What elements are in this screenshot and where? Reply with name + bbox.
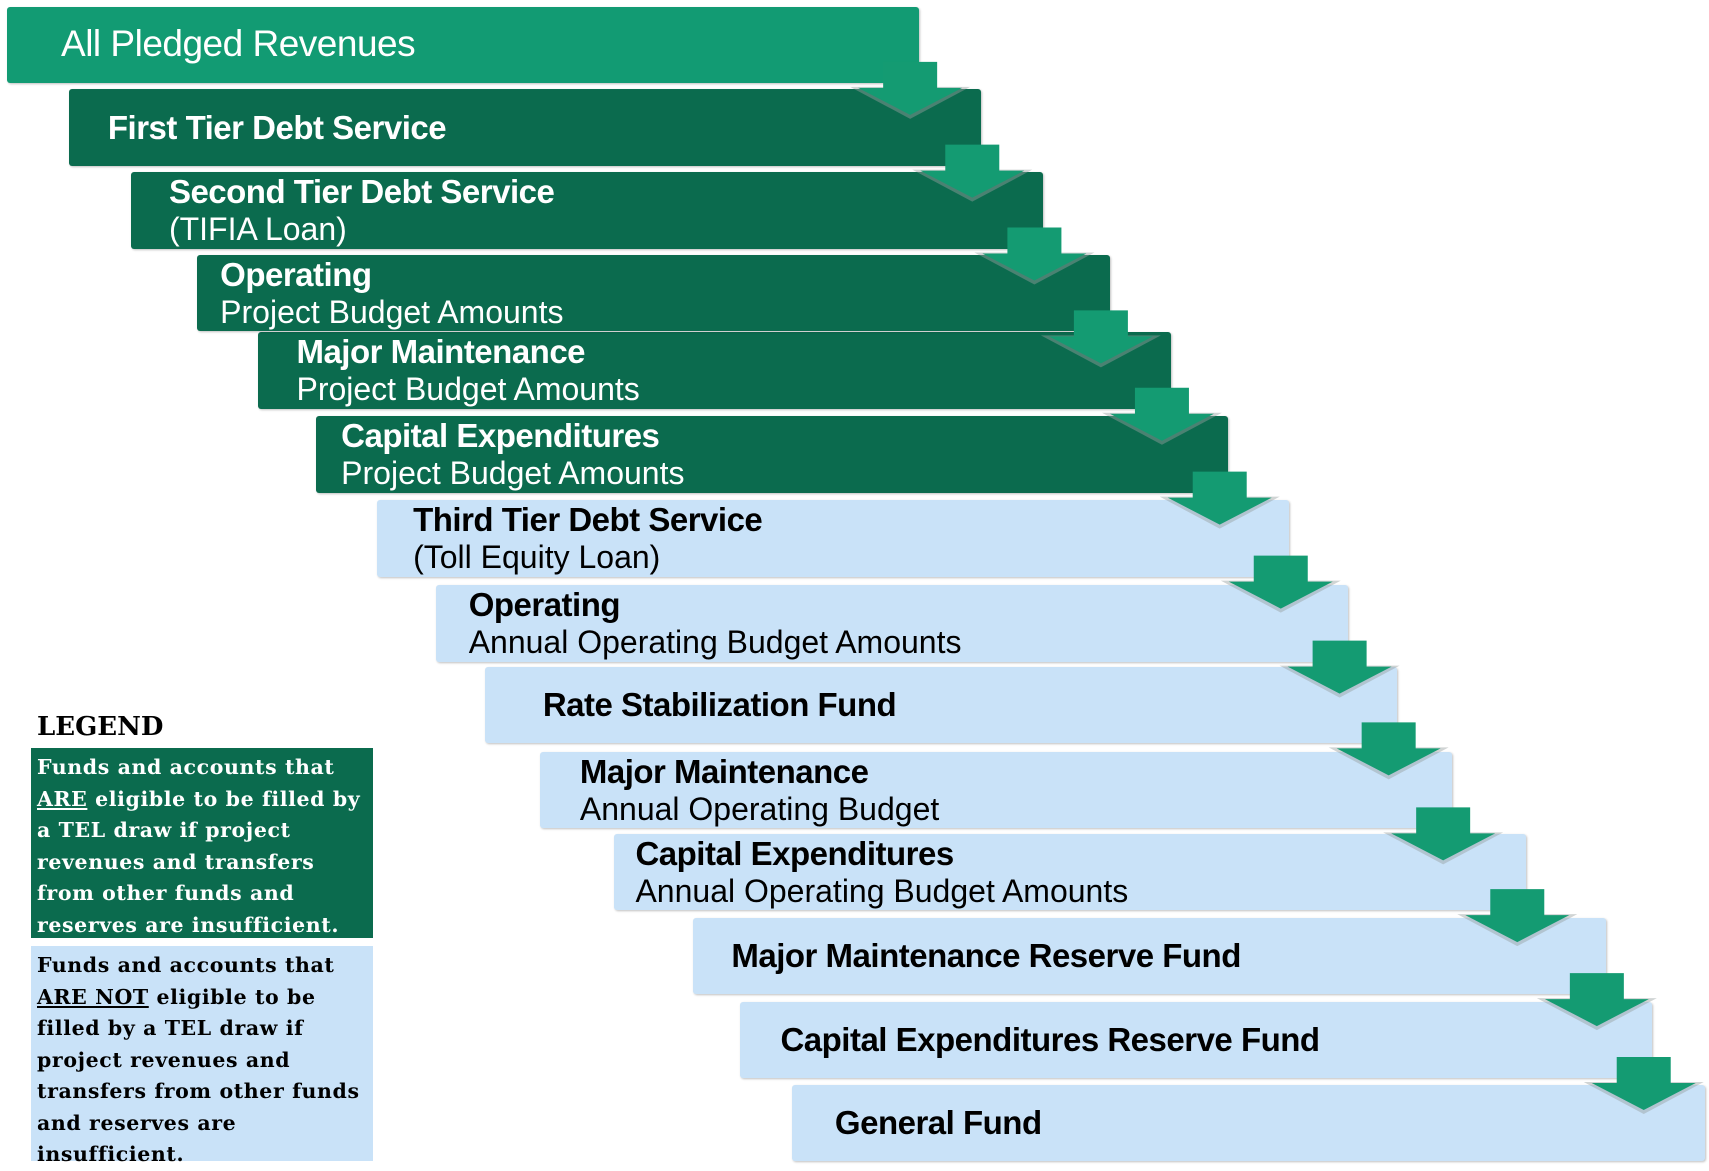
arrow <box>1336 722 1441 776</box>
arrow <box>858 61 963 115</box>
arrow <box>920 144 1025 198</box>
step-title: Major Maintenance Reserve Fund <box>731 936 1241 974</box>
arrow <box>1228 555 1333 609</box>
step-subtitle: (TIFIA Loan) <box>168 210 347 247</box>
legend-emphasis: ARE NOT <box>37 984 149 1009</box>
step-box: General Fund <box>792 1084 1705 1161</box>
step-box: Major Maintenance Project Budget Amounts <box>258 332 1171 409</box>
step-title: Operating <box>220 255 372 293</box>
step-title: Third Tier Debt Service <box>413 501 763 539</box>
step-box: Operating Project Budget Amounts <box>197 255 1110 332</box>
legend-text: eligible to be filled by a TEL draw if p… <box>37 786 361 937</box>
step-subtitle: Annual Operating Budget <box>579 790 940 827</box>
legend-text: eligible to be filled by a TEL draw if p… <box>37 984 360 1167</box>
step-box: All Pledged Revenues <box>6 6 919 83</box>
arrow <box>1109 387 1214 441</box>
step-subtitle: Project Budget Amounts <box>220 293 564 330</box>
legend-item: Funds and accounts that ARE eligible to … <box>31 748 373 938</box>
step-subtitle: (Toll Equity Loan) <box>413 539 661 576</box>
legend-item: Funds and accounts that ARE NOT eligible… <box>31 946 373 1166</box>
step-box: Major Maintenance Reserve Fund <box>693 917 1606 995</box>
step-title: Operating <box>468 586 621 624</box>
step-box: First Tier Debt Service <box>68 89 981 166</box>
arrow <box>1391 807 1496 861</box>
step-box: Capital Expenditures Reserve Fund <box>740 1001 1653 1078</box>
step-box: Operating Annual Operating Budget Amounts <box>436 585 1349 662</box>
step-box: Third Tier Debt Service (Toll Equity Loan… <box>377 500 1290 577</box>
step-title: Capital Expenditures <box>341 417 660 455</box>
step-title: Second Tier Debt Service <box>168 173 555 210</box>
arrow <box>1591 1057 1696 1111</box>
step-title: Capital Expenditures <box>635 834 954 872</box>
step-title: First Tier Debt Service <box>107 108 447 146</box>
legend-title: LEGEND <box>37 712 164 742</box>
step-box: Second Tier Debt Service (TIFIA Loan) <box>130 172 1044 249</box>
legend-text: Funds and accounts that <box>37 953 335 977</box>
step-title: General Fund <box>834 1103 1042 1141</box>
step-title: Rate Stabilization Fund <box>542 686 897 724</box>
arrow <box>1465 889 1570 943</box>
arrow <box>1544 973 1649 1027</box>
step-title: All Pledged Revenues <box>61 23 416 65</box>
arrow <box>982 227 1087 281</box>
step-subtitle: Annual Operating Budget Amounts <box>635 872 1129 909</box>
legend-emphasis: ARE <box>37 786 88 811</box>
legend-text: Funds and accounts that <box>37 755 335 779</box>
step-box: Rate Stabilization Fund <box>485 667 1398 744</box>
step-box: Major Maintenance Annual Operating Budget <box>539 752 1452 829</box>
step-box: Capital Expenditures Project Budget Amoun… <box>316 416 1229 493</box>
arrow <box>1048 310 1153 364</box>
step-subtitle: Project Budget Amounts <box>296 371 640 408</box>
step-subtitle: Annual Operating Budget Amounts <box>468 624 962 661</box>
arrow <box>1167 471 1272 525</box>
step-title: Major Maintenance <box>296 333 586 371</box>
step-title: Capital Expenditures Reserve Fund <box>780 1020 1320 1058</box>
step-title: Major Maintenance <box>579 752 869 790</box>
arrow <box>1287 640 1392 694</box>
step-subtitle: Project Budget Amounts <box>341 455 685 492</box>
step-box: Capital Expenditures Annual Operating Bud… <box>613 833 1526 911</box>
